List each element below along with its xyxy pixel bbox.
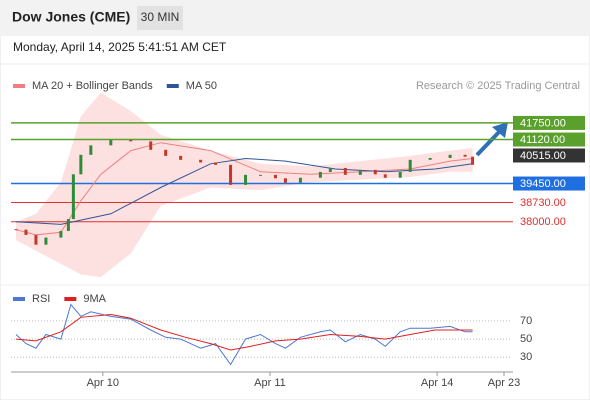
- candle: [318, 171, 322, 178]
- level-label: 41750.00: [520, 117, 566, 129]
- indicator-line: [15, 303, 473, 366]
- level-label: 40515.00: [520, 150, 566, 162]
- candle: [463, 154, 467, 157]
- legend-swatch: [13, 297, 25, 301]
- x-tick-label: Apr 10: [87, 377, 119, 389]
- header-bar: [0, 0, 590, 36]
- candle: [164, 149, 168, 156]
- level-box: [513, 148, 585, 163]
- y-tick-label: 70: [520, 315, 532, 327]
- candle: [383, 174, 387, 178]
- candle: [179, 155, 183, 160]
- candle: [214, 162, 218, 165]
- candle: [24, 229, 28, 235]
- x-tick-label: Apr 14: [421, 377, 453, 389]
- candle: [34, 234, 38, 245]
- candle: [408, 159, 412, 172]
- candle: [358, 169, 362, 175]
- legend-swatch: [13, 84, 25, 88]
- candle: [109, 140, 113, 146]
- y-tick-label: 50: [520, 333, 532, 345]
- candle: [398, 171, 402, 178]
- candle: [373, 169, 377, 175]
- candle: [66, 219, 70, 231]
- candle: [44, 237, 48, 245]
- indicator-line: [15, 313, 473, 351]
- y-tick-label: 30: [520, 351, 532, 363]
- candle: [273, 174, 277, 179]
- forecast-arrow: [475, 129, 502, 157]
- ma-line: [15, 157, 473, 225]
- timestamp: Monday, April 14, 2025 5:41:51 AM CET: [13, 40, 227, 54]
- candle: [71, 174, 75, 220]
- candle: [448, 154, 452, 158]
- credit: Research © 2025 Trading Central: [416, 80, 580, 92]
- candle: [328, 167, 332, 172]
- candle: [259, 174, 262, 176]
- legend-swatch: [166, 84, 179, 88]
- level-label: 41120.00: [520, 134, 565, 146]
- title: Dow Jones (CME): [12, 9, 130, 25]
- legend-swatch: [64, 297, 77, 301]
- ma-line: [15, 142, 473, 236]
- legend-label: MA 50: [186, 80, 217, 92]
- candle: [79, 154, 83, 175]
- interval-box[interactable]: [137, 6, 183, 30]
- candle: [471, 156, 475, 165]
- level-box: [513, 115, 585, 130]
- legend-label: 9MA: [83, 293, 106, 305]
- candle: [298, 177, 302, 183]
- candle: [149, 141, 153, 150]
- interval[interactable]: 30 MIN: [141, 10, 180, 24]
- candle: [89, 145, 93, 155]
- candle: [199, 159, 203, 163]
- candle: [129, 140, 133, 142]
- legend-label: RSI: [32, 293, 50, 305]
- x-tick-label: Apr 23: [488, 377, 520, 389]
- candle: [343, 167, 347, 175]
- level-box: [513, 132, 585, 147]
- level-label: 39450.00: [520, 178, 566, 190]
- candle: [283, 178, 287, 183]
- level-box: [513, 176, 585, 191]
- candle: [59, 230, 63, 238]
- candle: [244, 174, 248, 185]
- level-label: 38000.00: [520, 216, 566, 228]
- forecast-arrowhead: [492, 122, 508, 138]
- x-tick-label: Apr 11: [254, 377, 286, 389]
- candle: [428, 157, 432, 160]
- legend-label: MA 20 + Bollinger Bands: [32, 80, 153, 92]
- candle: [229, 164, 233, 185]
- level-label: 38730.00: [520, 197, 566, 209]
